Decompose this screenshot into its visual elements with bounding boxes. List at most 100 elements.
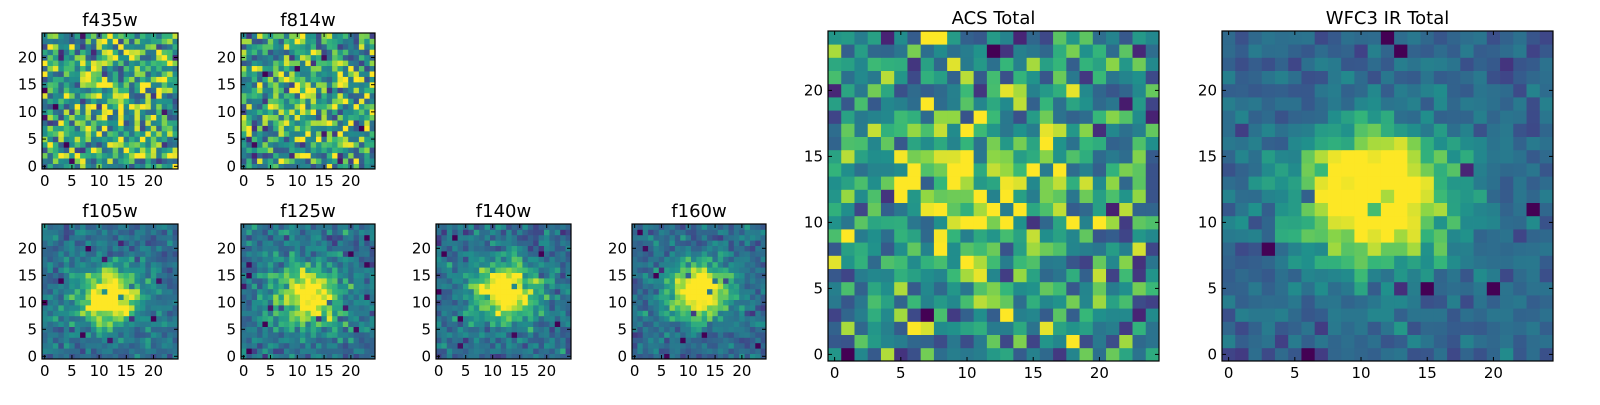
heatmap-cell (495, 273, 501, 279)
heatmap-cell (1013, 150, 1027, 164)
heatmap-cell (1119, 348, 1133, 362)
heatmap-cell (252, 142, 258, 148)
heatmap-cell (1407, 269, 1421, 283)
y-tick-label: 5 (27, 320, 37, 338)
heatmap-cell (468, 283, 474, 289)
heatmap-cell (468, 310, 474, 316)
heatmap-cell (156, 246, 162, 252)
heatmap-cell (58, 66, 64, 72)
heatmap-cell (343, 327, 349, 333)
heatmap-cell (653, 343, 659, 349)
heatmap-cell (354, 256, 360, 262)
heatmap-cell (327, 71, 333, 77)
heatmap-cell (80, 327, 86, 333)
heatmap-cell (118, 125, 124, 131)
heatmap-cell (343, 77, 349, 83)
heatmap-cell (854, 216, 868, 230)
heatmap-cell (474, 251, 480, 257)
heatmap-cell (332, 294, 338, 300)
heatmap-cell (696, 283, 702, 289)
heatmap-cell (1434, 163, 1448, 177)
heatmap-cell (1540, 308, 1554, 322)
heatmap-cell (637, 337, 643, 343)
heatmap-cell (58, 229, 64, 235)
heatmap-cell (648, 240, 654, 246)
heatmap-cell (348, 262, 354, 268)
heatmap-cell (316, 267, 322, 273)
heatmap-cell (734, 246, 740, 252)
heatmap-cell (118, 337, 124, 343)
heatmap-cell (1288, 242, 1302, 256)
heatmap-cell (1474, 176, 1488, 190)
heatmap-cell (555, 267, 561, 273)
heatmap-cell (305, 294, 311, 300)
heatmap-cell (58, 316, 64, 322)
heatmap-cell (354, 316, 360, 322)
heatmap-cell (1106, 84, 1120, 98)
heatmap-cell (1133, 269, 1147, 283)
heatmap-cell (1341, 308, 1355, 322)
heatmap-cell (458, 300, 464, 306)
heatmap-cell (102, 310, 108, 316)
heatmap-cell (364, 55, 370, 61)
heatmap-cell (42, 60, 48, 66)
heatmap-cell (124, 38, 130, 44)
heatmap-cell (268, 136, 274, 142)
heatmap-cell (506, 321, 512, 327)
heatmap-cell (156, 229, 162, 235)
heatmap-cell (723, 273, 729, 279)
heatmap-cell (1146, 321, 1160, 335)
heatmap-cell (257, 262, 263, 268)
heatmap-cell (69, 71, 75, 77)
heatmap-cell (273, 104, 279, 110)
heatmap-cell (257, 327, 263, 333)
heatmap-cell (279, 267, 285, 273)
heatmap-cell (91, 44, 97, 50)
heatmap-cell (118, 120, 124, 126)
heatmap-cell (1288, 335, 1302, 349)
heatmap-cell (289, 120, 295, 126)
heatmap-cell (479, 332, 485, 338)
heatmap-cell (1248, 269, 1262, 283)
heatmap-cell (273, 267, 279, 273)
heatmap-cell (102, 240, 108, 246)
heatmap-cell (723, 240, 729, 246)
heatmap-cell (686, 273, 692, 279)
heatmap-cell (246, 337, 252, 343)
heatmap-cell (257, 131, 263, 137)
heatmap-cell (495, 240, 501, 246)
heatmap-cell (107, 115, 113, 121)
heatmap-cell (107, 158, 113, 164)
heatmap-cell (1093, 308, 1107, 322)
heatmap-cell (664, 246, 670, 252)
heatmap-cell (463, 321, 469, 327)
heatmap-cell (246, 278, 252, 284)
heatmap-cell (337, 240, 343, 246)
heatmap-cell (262, 310, 268, 316)
heatmap-cell (1527, 242, 1541, 256)
heatmap-cell (485, 278, 491, 284)
heatmap-cell (53, 44, 59, 50)
heatmap-cell (1000, 137, 1014, 151)
heatmap-cell (680, 283, 686, 289)
heatmap-cell (343, 147, 349, 153)
heatmap-cell (528, 251, 534, 257)
heatmap-cell (974, 163, 988, 177)
heatmap-cell (321, 289, 327, 295)
heatmap-cell (987, 31, 1001, 45)
heatmap-cell (262, 66, 268, 72)
heatmap-cell (947, 110, 961, 124)
heatmap-cell (321, 125, 327, 131)
heatmap-cell (167, 283, 173, 289)
heatmap-cell (47, 278, 53, 284)
heatmap-cell (544, 305, 550, 311)
heatmap-cell (474, 235, 480, 241)
heatmap-cell (1080, 348, 1094, 362)
heatmap-cell (124, 327, 130, 333)
heatmap-cell (686, 316, 692, 322)
heatmap-cell (1540, 321, 1554, 335)
heatmap-cell (337, 87, 343, 93)
heatmap-cell (96, 240, 102, 246)
heatmap-cell (728, 289, 734, 295)
heatmap-cell (140, 321, 146, 327)
